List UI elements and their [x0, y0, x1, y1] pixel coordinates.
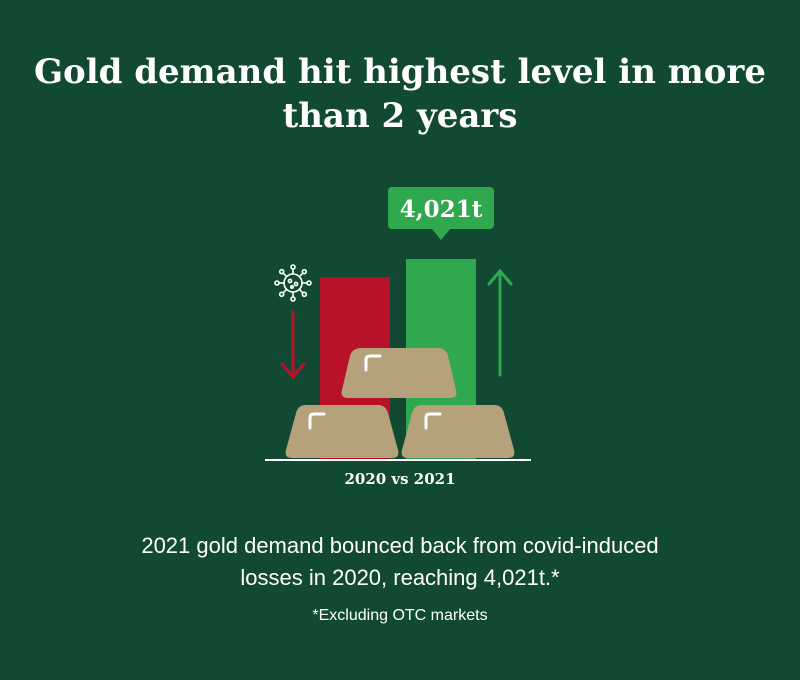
up-arrow-icon — [487, 268, 513, 377]
gold-bar-right — [401, 405, 515, 458]
title-line-1: Gold demand hit highest level in more — [34, 52, 766, 92]
value-callout: 4,021t — [388, 187, 494, 240]
footnote: *Excluding OTC markets — [312, 607, 488, 624]
virus-icon — [274, 264, 312, 302]
description-line-2: losses in 2020, reaching 4,021t.* — [240, 565, 560, 590]
down-arrow-icon — [280, 310, 306, 380]
gold-bar-top — [341, 348, 457, 398]
description-line-1: 2021 gold demand bounced back from covid… — [141, 533, 659, 558]
gold-bar-left — [285, 405, 399, 458]
description: 2021 gold demand bounced back from covid… — [0, 530, 800, 594]
title-line-2: than 2 years — [282, 96, 518, 136]
chart-title: Gold demand hit highest level in more th… — [0, 50, 800, 138]
value-label: 4,021t — [400, 196, 483, 223]
gold-bars-illustration — [285, 348, 515, 458]
x-axis-label: 2020 vs 2021 — [344, 470, 456, 488]
